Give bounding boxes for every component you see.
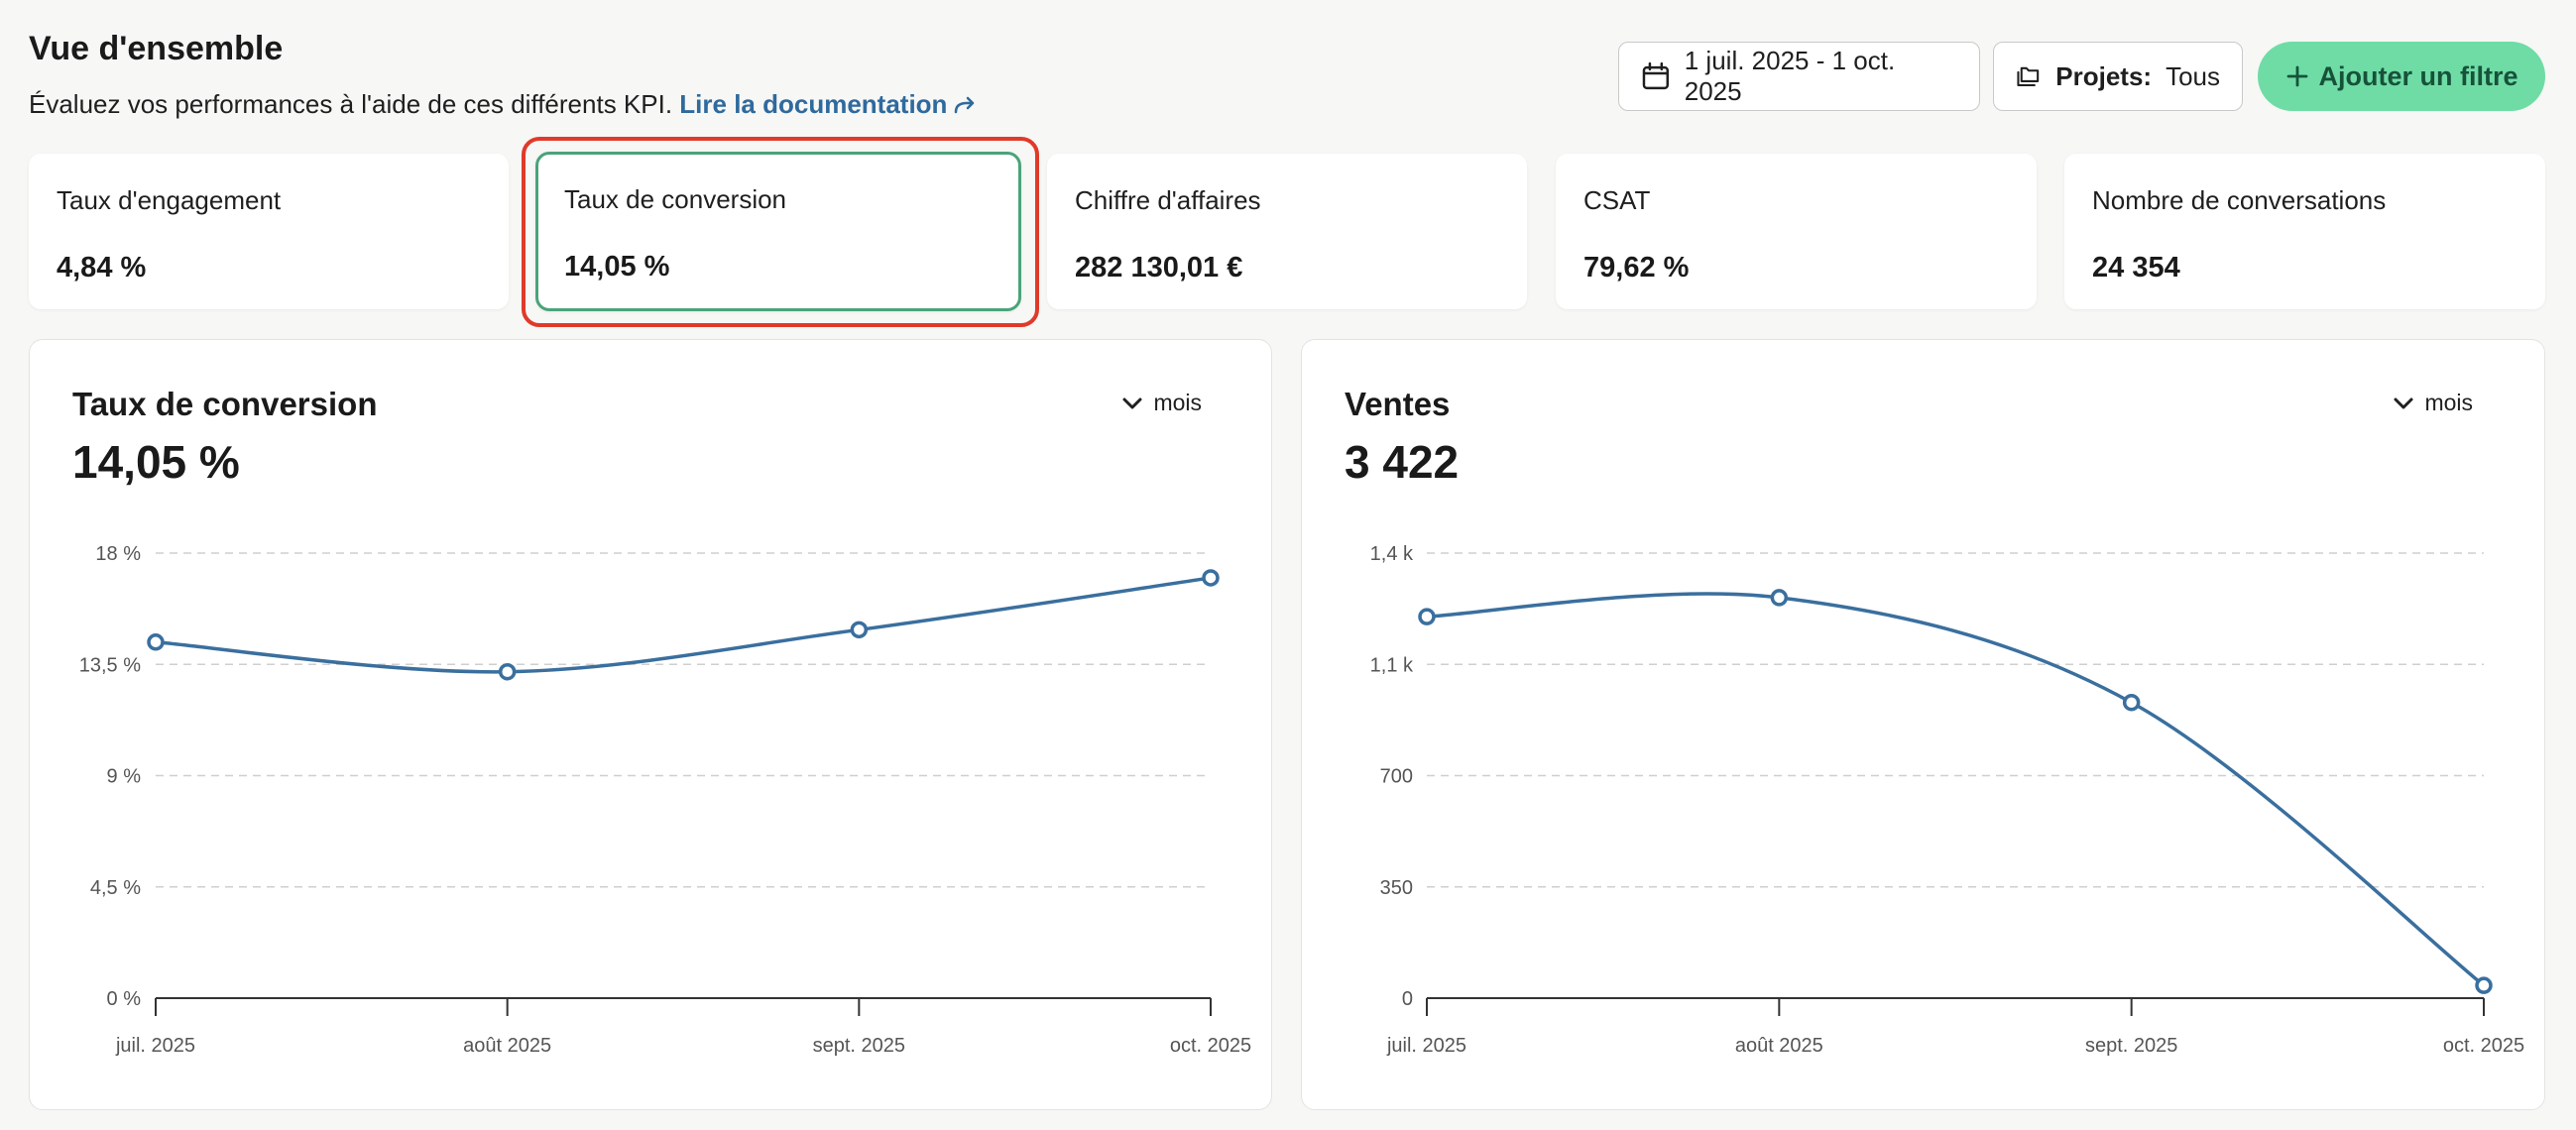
redirect-arrow-icon (955, 96, 975, 114)
series-line (1426, 592, 2486, 987)
period-selector[interactable]: mois (1121, 390, 1202, 416)
sales-line-chart: 0 350 700 1,1 k 1,4 k juil. 2025 août 2025 sept… (1370, 543, 2525, 1057)
y-tick-label: 4,5 % (90, 877, 141, 899)
data-point (1770, 589, 1789, 607)
y-tick-label: 1,4 k (1370, 543, 1414, 565)
kpi-value: 14,05 % (564, 251, 670, 282)
x-tick-label: août 2025 (463, 1035, 551, 1057)
kpi-card-csat[interactable]: CSAT 79,62 % (1556, 154, 2037, 309)
x-tick-label: juil. 2025 (115, 1035, 195, 1057)
y-tick-label: 0 (1402, 988, 1413, 1010)
date-range-button[interactable]: 1 juil. 2025 - 1 oct. 2025 (1618, 42, 1980, 111)
y-tick-label: 700 (1380, 766, 1413, 788)
kpi-card-revenue[interactable]: Chiffre d'affaires 282 130,01 € (1047, 154, 1527, 309)
add-filter-button[interactable]: Ajouter un filtre (2258, 42, 2545, 111)
period-label: mois (2424, 390, 2473, 415)
page-subtitle: Évaluez vos performances à l'aide de ces… (29, 89, 977, 120)
chart-title: Taux de conversion (72, 386, 378, 422)
documentation-link-label: Lire la documentation (679, 89, 948, 119)
conversion-line-chart: 0 % 4,5 % 9 % 13,5 % 18 % juil. 2025 août 2025… (79, 543, 1251, 1057)
x-tick-label: sept. 2025 (2085, 1035, 2177, 1057)
y-tick-label: 350 (1380, 877, 1413, 899)
calendar-icon (1642, 61, 1670, 90)
data-point (1202, 569, 1220, 587)
subtitle-text: Évaluez vos performances à l'aide de ces… (29, 89, 673, 119)
sales-chart-panel: Ventes 3 422 mois 0 350 700 1,1 k 1,4 k juil.… (1301, 339, 2545, 1110)
kpi-label: Taux de conversion (564, 184, 787, 214)
data-point (147, 633, 165, 651)
projects-filter-button[interactable]: Projets: Tous (1993, 42, 2243, 111)
chart-total-value: 14,05 % (72, 436, 240, 488)
kpi-card-conversations[interactable]: Nombre de conversations 24 354 (2064, 154, 2545, 309)
series-line (155, 576, 1212, 674)
kpi-value: 4,84 % (57, 252, 147, 283)
kpi-value: 24 354 (2092, 252, 2180, 283)
kpi-label: Chiffre d'affaires (1075, 185, 1261, 215)
data-point (850, 621, 869, 639)
date-range-label: 1 juil. 2025 - 1 oct. 2025 (1684, 46, 1896, 106)
chart-total-value: 3 422 (1345, 436, 1460, 488)
x-tick-label: juil. 2025 (1386, 1035, 1466, 1057)
kpi-card-conversion[interactable]: Taux de conversion 14,05 % (535, 152, 1021, 311)
chevron-down-icon (1122, 397, 1142, 408)
page-title: Vue d'ensemble (29, 30, 284, 67)
data-point (2475, 976, 2493, 994)
kpi-card-engagement[interactable]: Taux d'engagement 4,84 % (29, 154, 509, 309)
kpi-label: CSAT (1583, 185, 1651, 215)
y-tick-label: 18 % (95, 543, 141, 565)
data-point (2122, 693, 2141, 712)
data-point (1418, 608, 1436, 625)
folders-icon (2017, 66, 2040, 87)
period-selector[interactable]: mois (2393, 390, 2473, 416)
kpi-label: Nombre de conversations (2092, 185, 2387, 215)
data-point (498, 662, 517, 681)
chart-title: Ventes (1345, 386, 1451, 422)
kpi-value: 79,62 % (1583, 252, 1690, 283)
x-tick-label: sept. 2025 (813, 1035, 905, 1057)
y-tick-label: 0 % (107, 988, 142, 1010)
x-tick-label: oct. 2025 (2443, 1035, 2524, 1057)
period-label: mois (1153, 390, 1202, 415)
kpi-label: Taux d'engagement (57, 185, 282, 215)
plus-icon (2286, 65, 2307, 87)
kpi-value: 282 130,01 € (1075, 252, 1243, 283)
documentation-link[interactable]: Lire la documentation (679, 89, 977, 119)
chevron-down-icon (2394, 397, 2413, 408)
y-tick-label: 1,1 k (1370, 654, 1414, 676)
y-tick-label: 13,5 % (79, 654, 141, 676)
x-tick-label: août 2025 (1735, 1035, 1823, 1057)
projects-label: Projets: (2055, 60, 2153, 91)
projects-value: Tous (2166, 60, 2220, 91)
x-tick-label: oct. 2025 (1170, 1035, 1251, 1057)
add-filter-label: Ajouter un filtre (2318, 60, 2518, 91)
y-tick-label: 9 % (107, 766, 142, 788)
conversion-chart-panel: Taux de conversion 14,05 % mois 0 % 4,5 %… (29, 339, 1272, 1110)
